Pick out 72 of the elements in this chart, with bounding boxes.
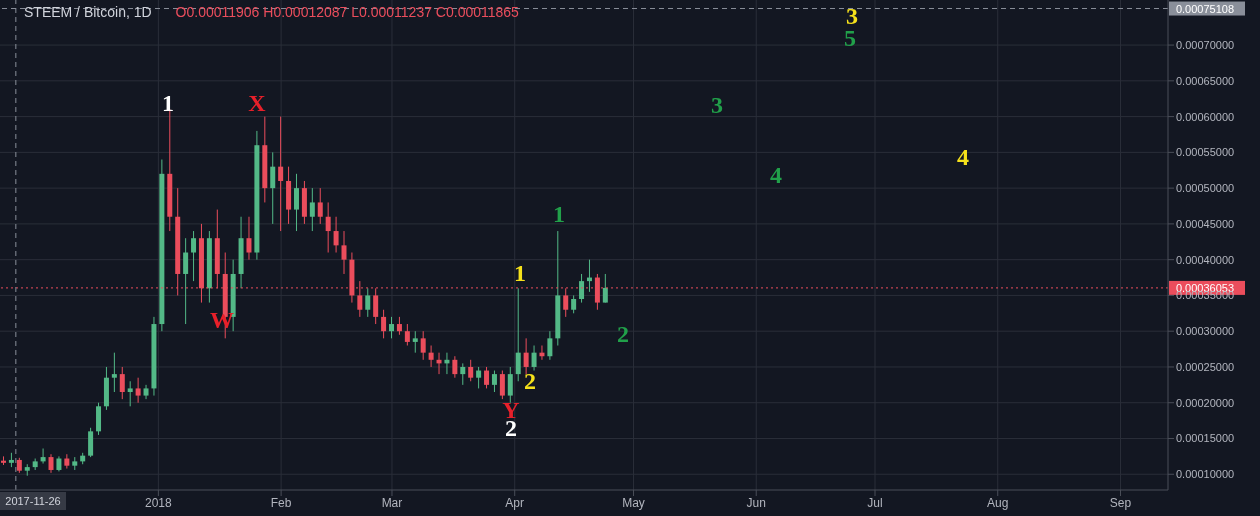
candlestick — [278, 116, 284, 232]
y-tick-label: 0.00055000 — [1176, 146, 1235, 159]
candlestick — [40, 448, 46, 465]
candlestick — [127, 380, 133, 407]
x-tick-label: Feb — [270, 495, 292, 510]
annotation: 1 — [162, 90, 174, 116]
x-tick-label: Aug — [987, 495, 1009, 510]
candlestick — [507, 366, 513, 404]
candlestick — [365, 287, 371, 318]
candlestick — [523, 337, 529, 375]
candlestick — [460, 362, 466, 386]
candlestick — [468, 359, 474, 382]
candlestick — [309, 187, 315, 232]
candlestick — [428, 345, 434, 368]
candlestick — [381, 309, 387, 339]
candlestick — [499, 370, 505, 400]
candlestick — [515, 287, 521, 382]
candlestick — [389, 316, 395, 339]
y-tick-label: 0.00015000 — [1176, 432, 1235, 445]
y-tick-label: 0.00065000 — [1176, 74, 1235, 87]
candlestick — [547, 330, 553, 361]
y-tick-label: 0.00030000 — [1176, 325, 1235, 338]
candlestick — [191, 230, 197, 282]
candlestick — [111, 352, 117, 393]
annotation: 4 — [957, 144, 969, 170]
y-tick-label: 0.00050000 — [1176, 182, 1235, 195]
candlestick — [476, 366, 482, 389]
candlestick — [270, 151, 276, 225]
annotation: X — [248, 90, 266, 116]
annotation: 2 — [524, 368, 536, 394]
x-tick-label: Jun — [746, 495, 766, 510]
x-tick-label: Apr — [505, 495, 525, 510]
candlestick — [579, 273, 585, 304]
x-tick-label: May — [622, 495, 645, 510]
candlestick — [452, 355, 458, 379]
candlestick — [333, 216, 339, 254]
chart-title: STEEM / Bitcoin, 1D — [24, 4, 152, 20]
y-tick-label: 0.00025000 — [1176, 360, 1235, 373]
y-tick-label: 0.00070000 — [1176, 38, 1235, 51]
ref-line-label: 0.00075108 — [1175, 2, 1235, 15]
ref-line-label: 2017-11-26 — [5, 495, 61, 507]
candlestick — [491, 370, 497, 393]
candlestick — [325, 201, 331, 254]
candlestick — [48, 453, 54, 474]
candlestick — [420, 330, 426, 361]
annotation: 2 — [617, 321, 629, 347]
annotation: 3 — [711, 92, 723, 118]
y-tick-label: 0.00020000 — [1176, 396, 1235, 409]
candlestick — [412, 330, 418, 354]
annotation: 1 — [514, 260, 526, 286]
y-tick-label: 0.00010000 — [1176, 468, 1235, 481]
candlestick — [119, 366, 125, 400]
candlestick — [404, 323, 410, 346]
annotation: 4 — [770, 162, 782, 188]
annotation: O0.00011906 H0.00012087 L0.00011237 C0.00011865 — [175, 4, 519, 20]
candlestick — [531, 345, 537, 372]
candlestick — [293, 173, 299, 232]
x-tick-label: Sep — [1109, 495, 1132, 510]
candlestick — [484, 366, 490, 389]
candlestick — [183, 237, 189, 325]
candlestick — [246, 216, 252, 261]
y-tick-label: 0.00045000 — [1176, 217, 1235, 230]
candlestick — [341, 230, 347, 275]
annotation: 1 — [553, 201, 565, 227]
candlestick — [135, 377, 141, 404]
y-tick-label: 0.00040000 — [1176, 253, 1235, 266]
x-tick-label: Mar — [381, 495, 403, 510]
y-tick-label: 0.00060000 — [1176, 110, 1235, 123]
candlestick — [602, 273, 608, 304]
x-tick-label: 2018 — [145, 495, 173, 510]
x-tick-label: Jul — [867, 495, 883, 510]
candlestick — [317, 187, 323, 225]
